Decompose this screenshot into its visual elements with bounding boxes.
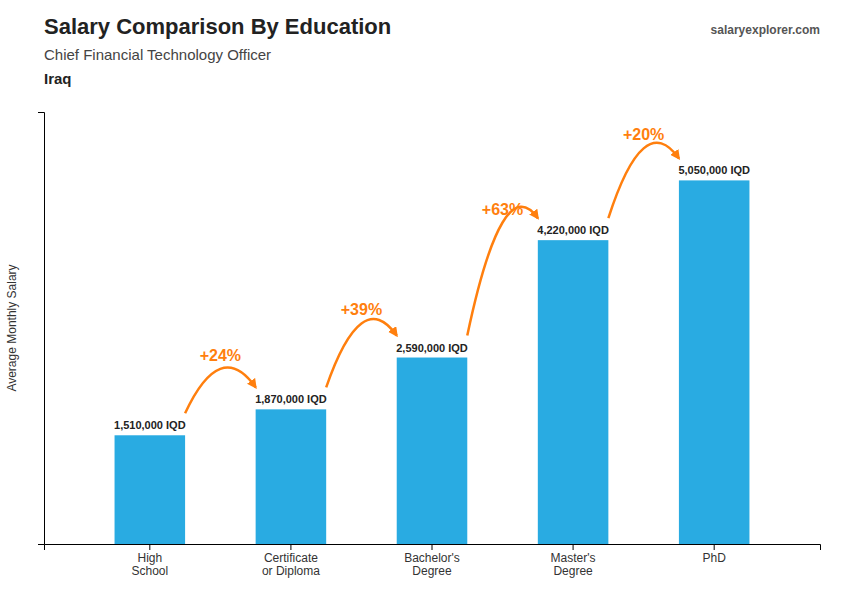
x-tick-label-line: PhD (703, 551, 727, 565)
x-tick-label-line: Certificate (264, 551, 318, 565)
data-labels: 1,510,000 IQD 1,870,000 IQD 2,590,000 IQD 4… (114, 164, 750, 431)
x-tick-label-line: Degree (412, 564, 452, 578)
x-tick: Bachelor'sDegree (404, 544, 460, 578)
x-tick-mark (290, 544, 291, 550)
data-label: 5,050,000 IQD (678, 164, 750, 176)
data-label: 1,510,000 IQD (114, 419, 186, 431)
bar (115, 435, 186, 544)
chart: Salary Comparison By Education Chief Fina… (0, 0, 850, 606)
data-label: 1,870,000 IQD (255, 393, 327, 405)
x-tick-label: PhD (703, 551, 727, 565)
change-label: +63% (482, 201, 523, 218)
x-tick: HighSchool (131, 544, 168, 578)
x-tick: PhD (703, 544, 727, 565)
x-tick-mark (149, 544, 150, 550)
x-tick: Master'sDegree (551, 544, 596, 578)
bars (115, 180, 750, 544)
x-tick-mark (573, 544, 574, 550)
x-tick-label: Bachelor'sDegree (404, 551, 460, 579)
data-label: 2,590,000 IQD (396, 342, 468, 354)
x-tick: Certificateor Diploma (262, 544, 320, 578)
x-tick-mark (432, 544, 433, 550)
plot: HighSchool Certificateor Diploma Bachelor'… (5, 113, 821, 579)
x-tick-label-line: High (137, 551, 162, 565)
change-arrow (185, 368, 256, 414)
x-tick-label-line: School (131, 564, 168, 578)
bar (538, 240, 609, 544)
x-tick-label-line: or Diploma (262, 564, 320, 578)
x-tick-mark (714, 544, 715, 550)
change-arrow (326, 319, 397, 387)
x-axis: HighSchool Certificateor Diploma Bachelor'… (45, 544, 821, 578)
x-tick-label-line: Degree (553, 564, 593, 578)
x-tick-label: Master'sDegree (551, 551, 596, 579)
change-label: +20% (623, 126, 664, 143)
watermark: salaryexplorer.com (711, 23, 820, 37)
change-label: +24% (200, 347, 241, 364)
bar (256, 409, 327, 544)
y-axis-title: Average Monthly Salary (5, 264, 19, 391)
change-label: +39% (341, 301, 382, 318)
changes: +24% +39% +63% +20% (185, 126, 679, 413)
x-tick-label: Certificateor Diploma (262, 551, 320, 579)
subtitle: Chief Financial Technology Officer (44, 46, 271, 63)
data-label: 4,220,000 IQD (537, 224, 609, 236)
x-axis-line (45, 545, 821, 551)
x-tick-label: HighSchool (131, 551, 168, 579)
bar (679, 180, 750, 544)
x-tick-label-line: Master's (551, 551, 596, 565)
bar (397, 358, 468, 544)
change-arrow (467, 207, 538, 336)
title: Salary Comparison By Education (44, 14, 391, 39)
x-tick-label-line: Bachelor's (404, 551, 460, 565)
y-axis (38, 113, 45, 545)
annotation: Iraq (44, 70, 72, 87)
change-arrow (608, 143, 679, 218)
y-axis-line (38, 113, 45, 545)
